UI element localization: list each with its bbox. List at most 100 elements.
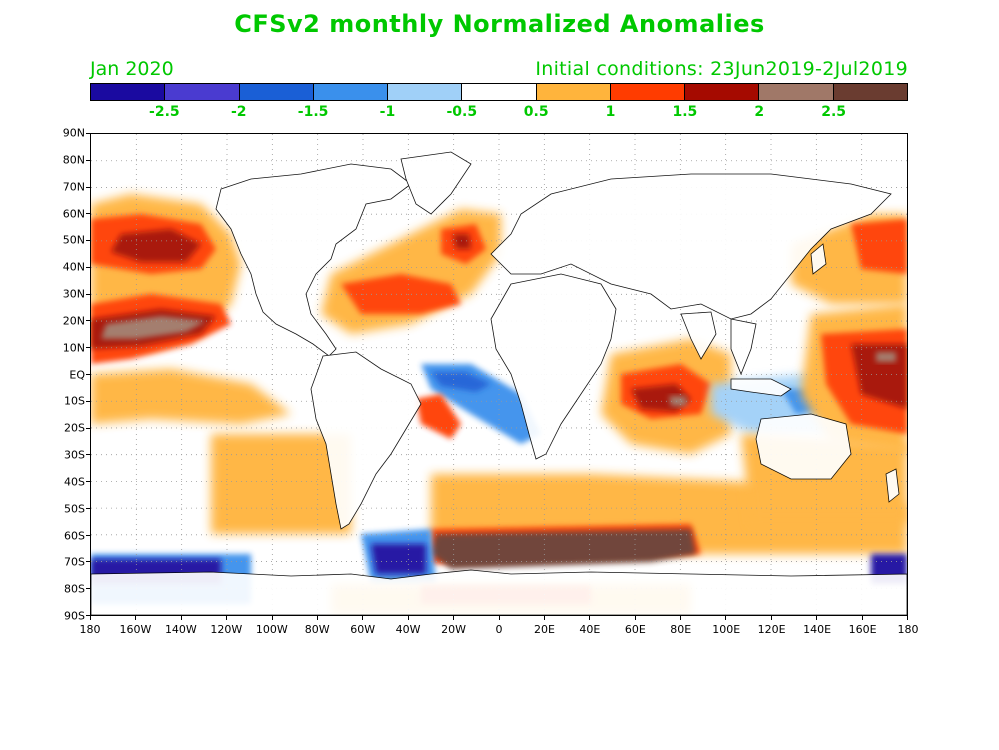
longitude-label: 40E	[579, 623, 601, 636]
colorbar-tick-label: 0.5	[523, 104, 549, 120]
longitude-label: 80W	[304, 623, 330, 636]
eurasia-outline	[490, 173, 892, 320]
longitude-label: 160E	[848, 623, 877, 636]
colorbar-tick-label: -2	[230, 104, 247, 120]
latitude-label: 70S	[64, 555, 85, 569]
new-zealand-outline	[885, 468, 900, 503]
longitude-tick	[271, 616, 273, 620]
colorbar-tick-label: 2	[754, 104, 765, 120]
longitude-tick	[634, 616, 636, 620]
anomaly-shading	[91, 194, 907, 615]
latitude-tick	[86, 213, 90, 215]
longitude-tick	[407, 616, 409, 620]
shade-subtrop-pacific-brown	[101, 316, 206, 339]
colorbar-swatch	[833, 84, 907, 100]
longitude-tick	[90, 616, 91, 620]
longitude-tick	[543, 616, 545, 620]
colorbar-tick-label: 1.5	[672, 104, 698, 120]
longitude-label: 0	[495, 623, 503, 636]
latitude-tick	[86, 320, 90, 322]
latitude-tick	[86, 481, 90, 483]
latitude-tick	[86, 159, 90, 161]
latitude-tick	[86, 347, 90, 349]
latitude-tick	[86, 186, 90, 188]
latitude-label: 60N	[62, 207, 85, 220]
africa-outline	[490, 273, 617, 460]
longitude-label: 80E	[670, 623, 692, 636]
longitude-tick	[589, 616, 591, 620]
shade-nw-pacific-red	[851, 219, 907, 274]
greenland-outline	[400, 151, 472, 215]
latitude-label: 90N	[62, 126, 85, 140]
colorbar-swatch	[685, 84, 760, 100]
shade-indian-brown	[669, 396, 687, 406]
latitude-tick	[86, 400, 90, 402]
latitude-tick	[86, 266, 90, 268]
shade-trop-atlantic-darkblue	[431, 372, 491, 392]
longitude-label: 40W	[395, 623, 421, 636]
longitude-tick	[907, 616, 908, 620]
shade-e-pacific-orange	[91, 369, 291, 424]
shade-n-atlantic-darkred	[453, 234, 471, 249]
shade-so-brown	[431, 529, 696, 569]
colorbar-tick-label: 2.5	[821, 104, 847, 120]
latitude-tick	[86, 133, 90, 134]
se-asia-outline	[730, 318, 757, 376]
longitude-tick	[316, 616, 318, 620]
shade-se-pacific-orange	[211, 434, 351, 534]
latitude-tick	[86, 374, 90, 375]
longitude-label: 60E	[624, 623, 646, 636]
latitude-label: 10S	[64, 394, 85, 408]
latitude-tick	[86, 588, 90, 590]
colorbar-swatch	[165, 84, 240, 100]
longitude-tick	[770, 616, 772, 620]
colorbar-swatch	[462, 84, 537, 100]
latitude-label: 60S	[64, 529, 85, 542]
north-america-outline	[215, 163, 412, 357]
colorbar-swatch	[239, 84, 314, 100]
longitude-tick	[725, 616, 727, 620]
colorbar-swatch	[313, 84, 389, 100]
longitude-label: 180	[897, 623, 919, 636]
latitude-tick	[86, 615, 90, 616]
colorbar-swatch	[388, 84, 463, 100]
south-america-outline	[310, 351, 422, 530]
longitude-tick	[861, 616, 863, 620]
longitude-tick	[453, 616, 455, 620]
indonesia-outline	[730, 378, 792, 397]
colorbar-swatch	[610, 84, 686, 100]
latitude-tick	[86, 507, 90, 509]
chart-title: CFSv2 monthly Normalized Anomalies	[234, 10, 765, 38]
latitude-label: 80S	[64, 582, 85, 596]
latitude-tick	[86, 561, 90, 563]
longitude-label: 20E	[533, 623, 555, 636]
longitude-label: 120W	[210, 623, 243, 636]
map-frame	[90, 133, 908, 616]
latitude-label: 20S	[64, 421, 85, 435]
colorbar-swatch	[759, 84, 834, 100]
colorbar-tick-label: -0.5	[446, 104, 478, 120]
colorbar-swatch	[536, 84, 611, 100]
latitude-label: 40N	[62, 260, 85, 274]
initial-conditions: Initial conditions: 23Jun2019-2Jul2019	[535, 58, 908, 80]
india-outline	[680, 311, 717, 360]
latitude-label: 90S	[64, 609, 85, 623]
latitude-label: 30N	[62, 287, 85, 301]
japan-outline	[810, 243, 827, 275]
latitude-label: 20N	[62, 314, 85, 328]
latitude-tick	[86, 240, 90, 242]
latitude-label: 50S	[64, 502, 85, 516]
longitude-label: 20W	[441, 623, 466, 636]
latitude-label: 30S	[64, 448, 85, 462]
longitude-tick	[816, 616, 818, 620]
colorbar-tick-label: -2.5	[149, 104, 180, 120]
longitude-label: 120E	[757, 623, 786, 636]
longitude-label: 140E	[803, 623, 832, 636]
colorbar-tick-label: 1	[605, 104, 616, 120]
longitude-tick	[135, 616, 137, 620]
latitude-tick	[86, 454, 90, 456]
colorbar	[90, 83, 908, 101]
valid-month: Jan 2020	[90, 58, 174, 80]
latitude-label: 70N	[62, 180, 85, 194]
coastlines	[91, 151, 907, 615]
